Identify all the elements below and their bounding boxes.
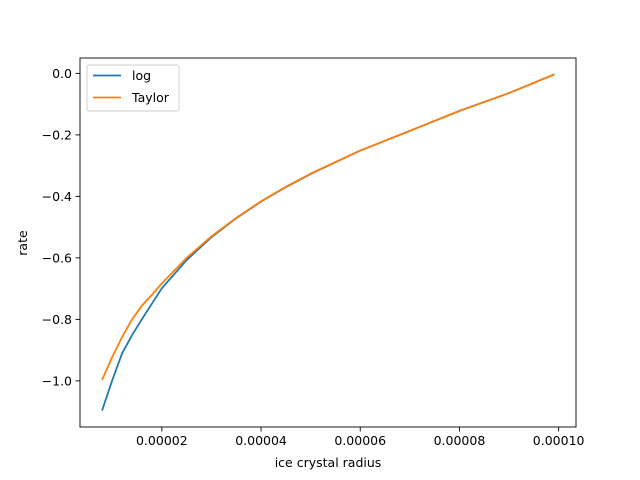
x-axis-label: ice crystal radius bbox=[275, 455, 382, 470]
y-tick-label: −0.2 bbox=[42, 127, 72, 142]
axes-frame bbox=[79, 57, 577, 428]
legend-label-taylor: Taylor bbox=[131, 90, 170, 105]
legend: log Taylor bbox=[86, 64, 180, 112]
legend-label-log: log bbox=[132, 68, 151, 83]
y-tick-label: 0.0 bbox=[52, 66, 72, 81]
x-tick-label: 0.00002 bbox=[136, 433, 188, 448]
x-tick-label: 0.00010 bbox=[533, 433, 585, 448]
x-tick-label: 0.00006 bbox=[334, 433, 386, 448]
series-line-taylor bbox=[101, 73, 555, 381]
legend-box bbox=[86, 64, 180, 112]
x-axis-ticks: 0.00002 0.00004 0.00006 0.00008 0.00010 bbox=[136, 427, 585, 448]
y-axis-ticks: 0.0 −0.2 −0.4 −0.6 −0.8 −1.0 bbox=[42, 66, 80, 388]
y-tick-label: −0.8 bbox=[42, 312, 72, 327]
x-tick-label: 0.00008 bbox=[434, 433, 486, 448]
x-tick-label: 0.00004 bbox=[235, 433, 287, 448]
plot-lines bbox=[101, 73, 555, 411]
y-axis-label: rate bbox=[15, 230, 30, 256]
y-tick-label: −1.0 bbox=[42, 373, 72, 388]
y-tick-label: −0.6 bbox=[42, 250, 72, 265]
y-tick-label: −0.4 bbox=[42, 189, 72, 204]
